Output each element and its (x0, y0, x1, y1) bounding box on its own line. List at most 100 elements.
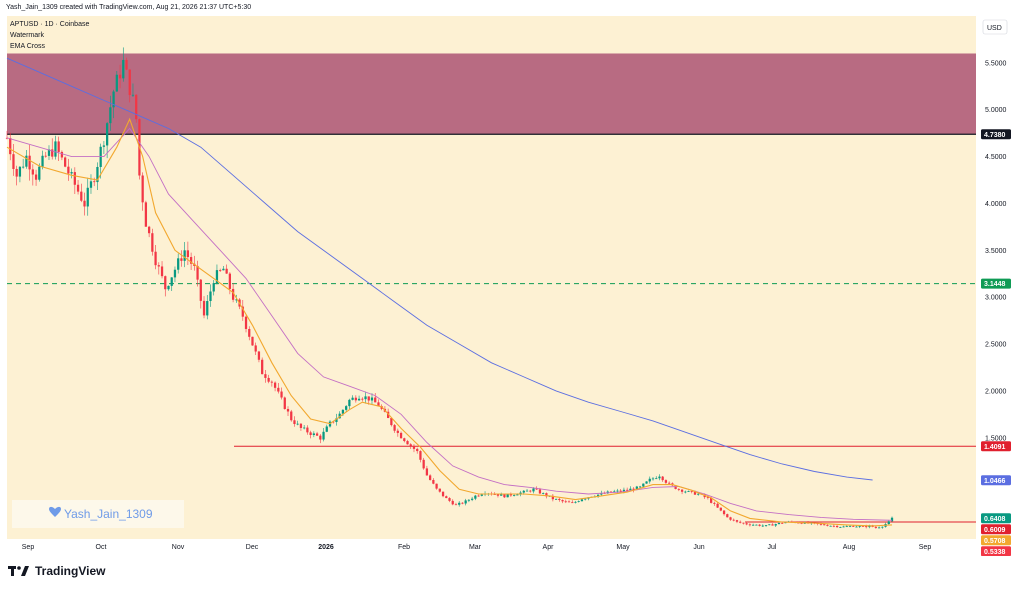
candle-body (189, 257, 193, 264)
candle-body (674, 485, 677, 489)
candle-body (619, 490, 622, 492)
candle-body (335, 418, 338, 423)
price-axis[interactable]: 5.5000 5.0000 4.5000 4.0000 3.5000 3.0000 2.50… (985, 60, 1007, 442)
candle-body (128, 69, 131, 96)
candle-body (299, 423, 303, 428)
candle-body (739, 521, 742, 523)
candle-body (422, 459, 425, 469)
candle-body (480, 494, 483, 496)
candle-body (729, 517, 732, 520)
candle-body (41, 155, 44, 167)
candle-body (719, 507, 722, 511)
candle-body (835, 525, 839, 528)
candle-body (209, 291, 212, 302)
candle-body (22, 166, 25, 168)
candle-body (235, 299, 238, 301)
candle-body (584, 498, 587, 500)
candle-body (370, 397, 374, 401)
candle-body (690, 491, 693, 492)
candle-body (144, 202, 148, 227)
x-tick-label: Sep (919, 544, 932, 551)
candle-body (845, 526, 848, 528)
footer-brand: TradingView (8, 562, 105, 580)
svg-text:1.0466: 1.0466 (984, 478, 1006, 485)
candle-body (432, 479, 435, 484)
candle-body (558, 498, 561, 501)
candle-body (202, 300, 206, 316)
candle-body (173, 269, 177, 278)
candle-body (503, 494, 506, 498)
resistance-zone (7, 53, 976, 135)
candle-body (823, 524, 826, 526)
candle-body (118, 74, 122, 79)
x-tick-label: Aug (843, 544, 856, 551)
candle-body (393, 425, 396, 431)
candle-body (542, 493, 545, 494)
y-tick-label: 5.5000 (985, 60, 1007, 67)
candle-body (470, 498, 474, 500)
candle-body (364, 396, 367, 400)
candle-body (396, 430, 399, 433)
candle-body (561, 500, 564, 502)
candle-body (632, 488, 635, 490)
candle-body (44, 155, 47, 157)
candle-body (545, 493, 548, 497)
candle-body (852, 525, 855, 527)
candle-body (865, 526, 868, 528)
candle-body (183, 250, 186, 261)
candle-body (564, 501, 567, 503)
candle-body (112, 91, 115, 108)
y-tick-label: 3.5000 (985, 248, 1007, 255)
candle-body (387, 411, 390, 419)
candle-body (839, 526, 842, 528)
candle-body (15, 168, 18, 177)
candle-body (283, 397, 286, 410)
candle-body (348, 399, 351, 407)
candle-body (312, 433, 315, 436)
candle-body (732, 519, 735, 521)
candle-body (613, 491, 616, 493)
candle-body (403, 438, 406, 442)
candle-body (697, 493, 700, 495)
candle-body (538, 489, 542, 494)
candle-body (609, 491, 613, 493)
x-tick-label: Nov (172, 544, 185, 551)
candle-body (212, 283, 215, 292)
price-tag: 1.0466 (981, 475, 1011, 486)
candle-body (425, 468, 429, 476)
candle-body (522, 490, 525, 493)
candle-body (76, 184, 80, 192)
candle-body (751, 524, 755, 526)
candle-body (755, 524, 758, 526)
ema-slow-line (6, 127, 893, 521)
candle-body (596, 494, 600, 497)
candle-body (357, 398, 361, 401)
currency-button[interactable]: USD (982, 19, 1008, 35)
candle-body (629, 488, 632, 491)
candle-body (47, 149, 51, 156)
candle-body (661, 476, 664, 481)
candle-body (506, 493, 509, 498)
candle-body (86, 187, 89, 207)
price-chart[interactable]: APTUSD · 1D · Coinbase Watermark EMA Cro… (0, 16, 1024, 556)
candle-body (761, 525, 764, 527)
candle-body (34, 174, 38, 180)
time-axis[interactable]: Sep Oct Nov Dec 2026 Feb Mar Apr May Jun Jul Aug Sep (22, 544, 932, 551)
candle-body (684, 491, 687, 493)
candle-body (345, 406, 348, 410)
candle-body (12, 154, 15, 169)
candle-body (664, 480, 668, 483)
candle-body (800, 522, 803, 524)
candle-body (180, 258, 183, 261)
candle-body (454, 504, 458, 506)
candle-body (147, 226, 151, 234)
candle-body (225, 268, 228, 274)
candle-body (267, 377, 270, 382)
candle-body (96, 166, 99, 183)
x-tick-label: Oct (96, 544, 107, 551)
candle-body (325, 426, 328, 432)
candle-body (441, 491, 445, 497)
candle-body (70, 172, 73, 174)
candle-body (102, 145, 106, 147)
author-watermark: Yash_Jain_1309 (12, 500, 184, 528)
